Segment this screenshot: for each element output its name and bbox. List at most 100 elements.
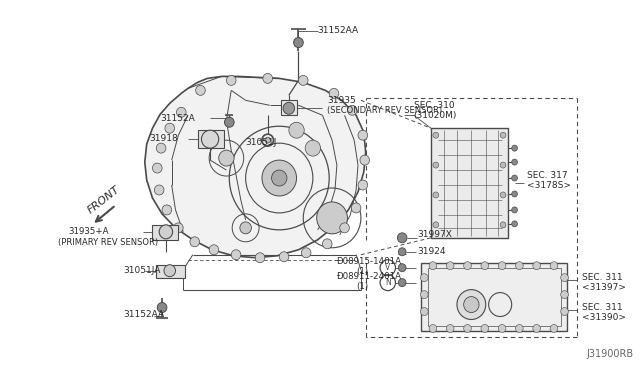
- Circle shape: [340, 223, 349, 233]
- Circle shape: [516, 262, 524, 270]
- Text: SEC. 310: SEC. 310: [413, 101, 454, 110]
- Circle shape: [500, 192, 506, 198]
- Circle shape: [512, 159, 518, 165]
- Circle shape: [533, 324, 541, 333]
- Circle shape: [561, 308, 568, 315]
- Circle shape: [358, 180, 367, 190]
- Circle shape: [463, 262, 471, 270]
- Circle shape: [279, 252, 289, 262]
- Text: (1): (1): [356, 282, 368, 291]
- Circle shape: [262, 160, 296, 196]
- Text: SEC. 317: SEC. 317: [527, 170, 568, 180]
- Circle shape: [227, 76, 236, 86]
- Circle shape: [157, 302, 167, 312]
- Circle shape: [255, 253, 265, 263]
- Circle shape: [298, 76, 308, 86]
- Circle shape: [433, 162, 438, 168]
- Circle shape: [196, 86, 205, 95]
- Circle shape: [263, 73, 273, 83]
- Circle shape: [433, 132, 438, 138]
- Circle shape: [173, 223, 183, 233]
- Text: <31397>: <31397>: [582, 283, 626, 292]
- Circle shape: [420, 274, 428, 282]
- Circle shape: [323, 239, 332, 249]
- Text: Ð08915-1401A: Ð08915-1401A: [337, 257, 402, 266]
- Text: <3178S>: <3178S>: [527, 180, 571, 189]
- Circle shape: [219, 150, 234, 166]
- Circle shape: [512, 191, 518, 197]
- Circle shape: [500, 162, 506, 168]
- Circle shape: [289, 122, 304, 138]
- Circle shape: [225, 117, 234, 127]
- Circle shape: [154, 185, 164, 195]
- Text: FRONT: FRONT: [85, 184, 122, 216]
- Circle shape: [209, 245, 219, 255]
- Circle shape: [283, 102, 294, 114]
- Text: 31997X: 31997X: [417, 230, 452, 239]
- Circle shape: [398, 264, 406, 272]
- Circle shape: [533, 262, 541, 270]
- Circle shape: [561, 274, 568, 282]
- Polygon shape: [431, 128, 508, 238]
- Text: 31918: 31918: [150, 134, 179, 143]
- Circle shape: [433, 222, 438, 228]
- Circle shape: [561, 291, 568, 299]
- Circle shape: [305, 140, 321, 156]
- Circle shape: [433, 192, 438, 198]
- Circle shape: [164, 265, 175, 277]
- Circle shape: [446, 262, 454, 270]
- Circle shape: [420, 308, 428, 315]
- Circle shape: [516, 324, 524, 333]
- Circle shape: [294, 38, 303, 48]
- Text: 31152A: 31152A: [160, 114, 195, 123]
- Circle shape: [397, 233, 407, 243]
- Circle shape: [512, 175, 518, 181]
- Circle shape: [500, 222, 506, 228]
- Polygon shape: [198, 130, 223, 148]
- Circle shape: [550, 324, 558, 333]
- Text: (PRIMARY REV SENSOR): (PRIMARY REV SENSOR): [58, 238, 159, 247]
- Text: V: V: [385, 263, 390, 272]
- Circle shape: [420, 291, 428, 299]
- Text: (31020M): (31020M): [413, 111, 457, 120]
- Circle shape: [398, 279, 406, 286]
- Text: 31051J: 31051J: [246, 138, 277, 147]
- Circle shape: [429, 262, 436, 270]
- Text: 31924: 31924: [417, 247, 446, 256]
- Text: <31390>: <31390>: [582, 313, 626, 322]
- Circle shape: [202, 130, 219, 148]
- Circle shape: [360, 155, 369, 165]
- Text: N: N: [385, 278, 390, 287]
- Text: (SECONDARY REV SENSOR): (SECONDARY REV SENSOR): [327, 106, 442, 115]
- Circle shape: [162, 205, 172, 215]
- Text: 31935: 31935: [327, 96, 356, 105]
- Polygon shape: [145, 76, 365, 258]
- Circle shape: [351, 203, 361, 213]
- Circle shape: [499, 262, 506, 270]
- Circle shape: [156, 143, 166, 153]
- Text: 31152AA: 31152AA: [124, 310, 164, 319]
- Circle shape: [231, 250, 241, 260]
- Circle shape: [463, 324, 471, 333]
- Text: (1): (1): [356, 267, 368, 276]
- Polygon shape: [421, 263, 568, 331]
- Circle shape: [301, 248, 311, 258]
- Circle shape: [481, 262, 489, 270]
- Text: 31152AA: 31152AA: [317, 26, 359, 35]
- Circle shape: [512, 207, 518, 213]
- Circle shape: [398, 248, 406, 256]
- Text: 31051JA: 31051JA: [124, 266, 161, 275]
- Text: SEC. 311: SEC. 311: [582, 273, 623, 282]
- Circle shape: [165, 123, 175, 133]
- Circle shape: [152, 163, 162, 173]
- Circle shape: [265, 137, 271, 143]
- Circle shape: [271, 170, 287, 186]
- Circle shape: [499, 324, 506, 333]
- Circle shape: [190, 237, 200, 247]
- Circle shape: [177, 107, 186, 117]
- Text: Ð08911-2401A: Ð08911-2401A: [337, 272, 402, 281]
- Text: 31935+A: 31935+A: [68, 227, 108, 236]
- Circle shape: [446, 324, 454, 333]
- Circle shape: [550, 262, 558, 270]
- Circle shape: [481, 324, 489, 333]
